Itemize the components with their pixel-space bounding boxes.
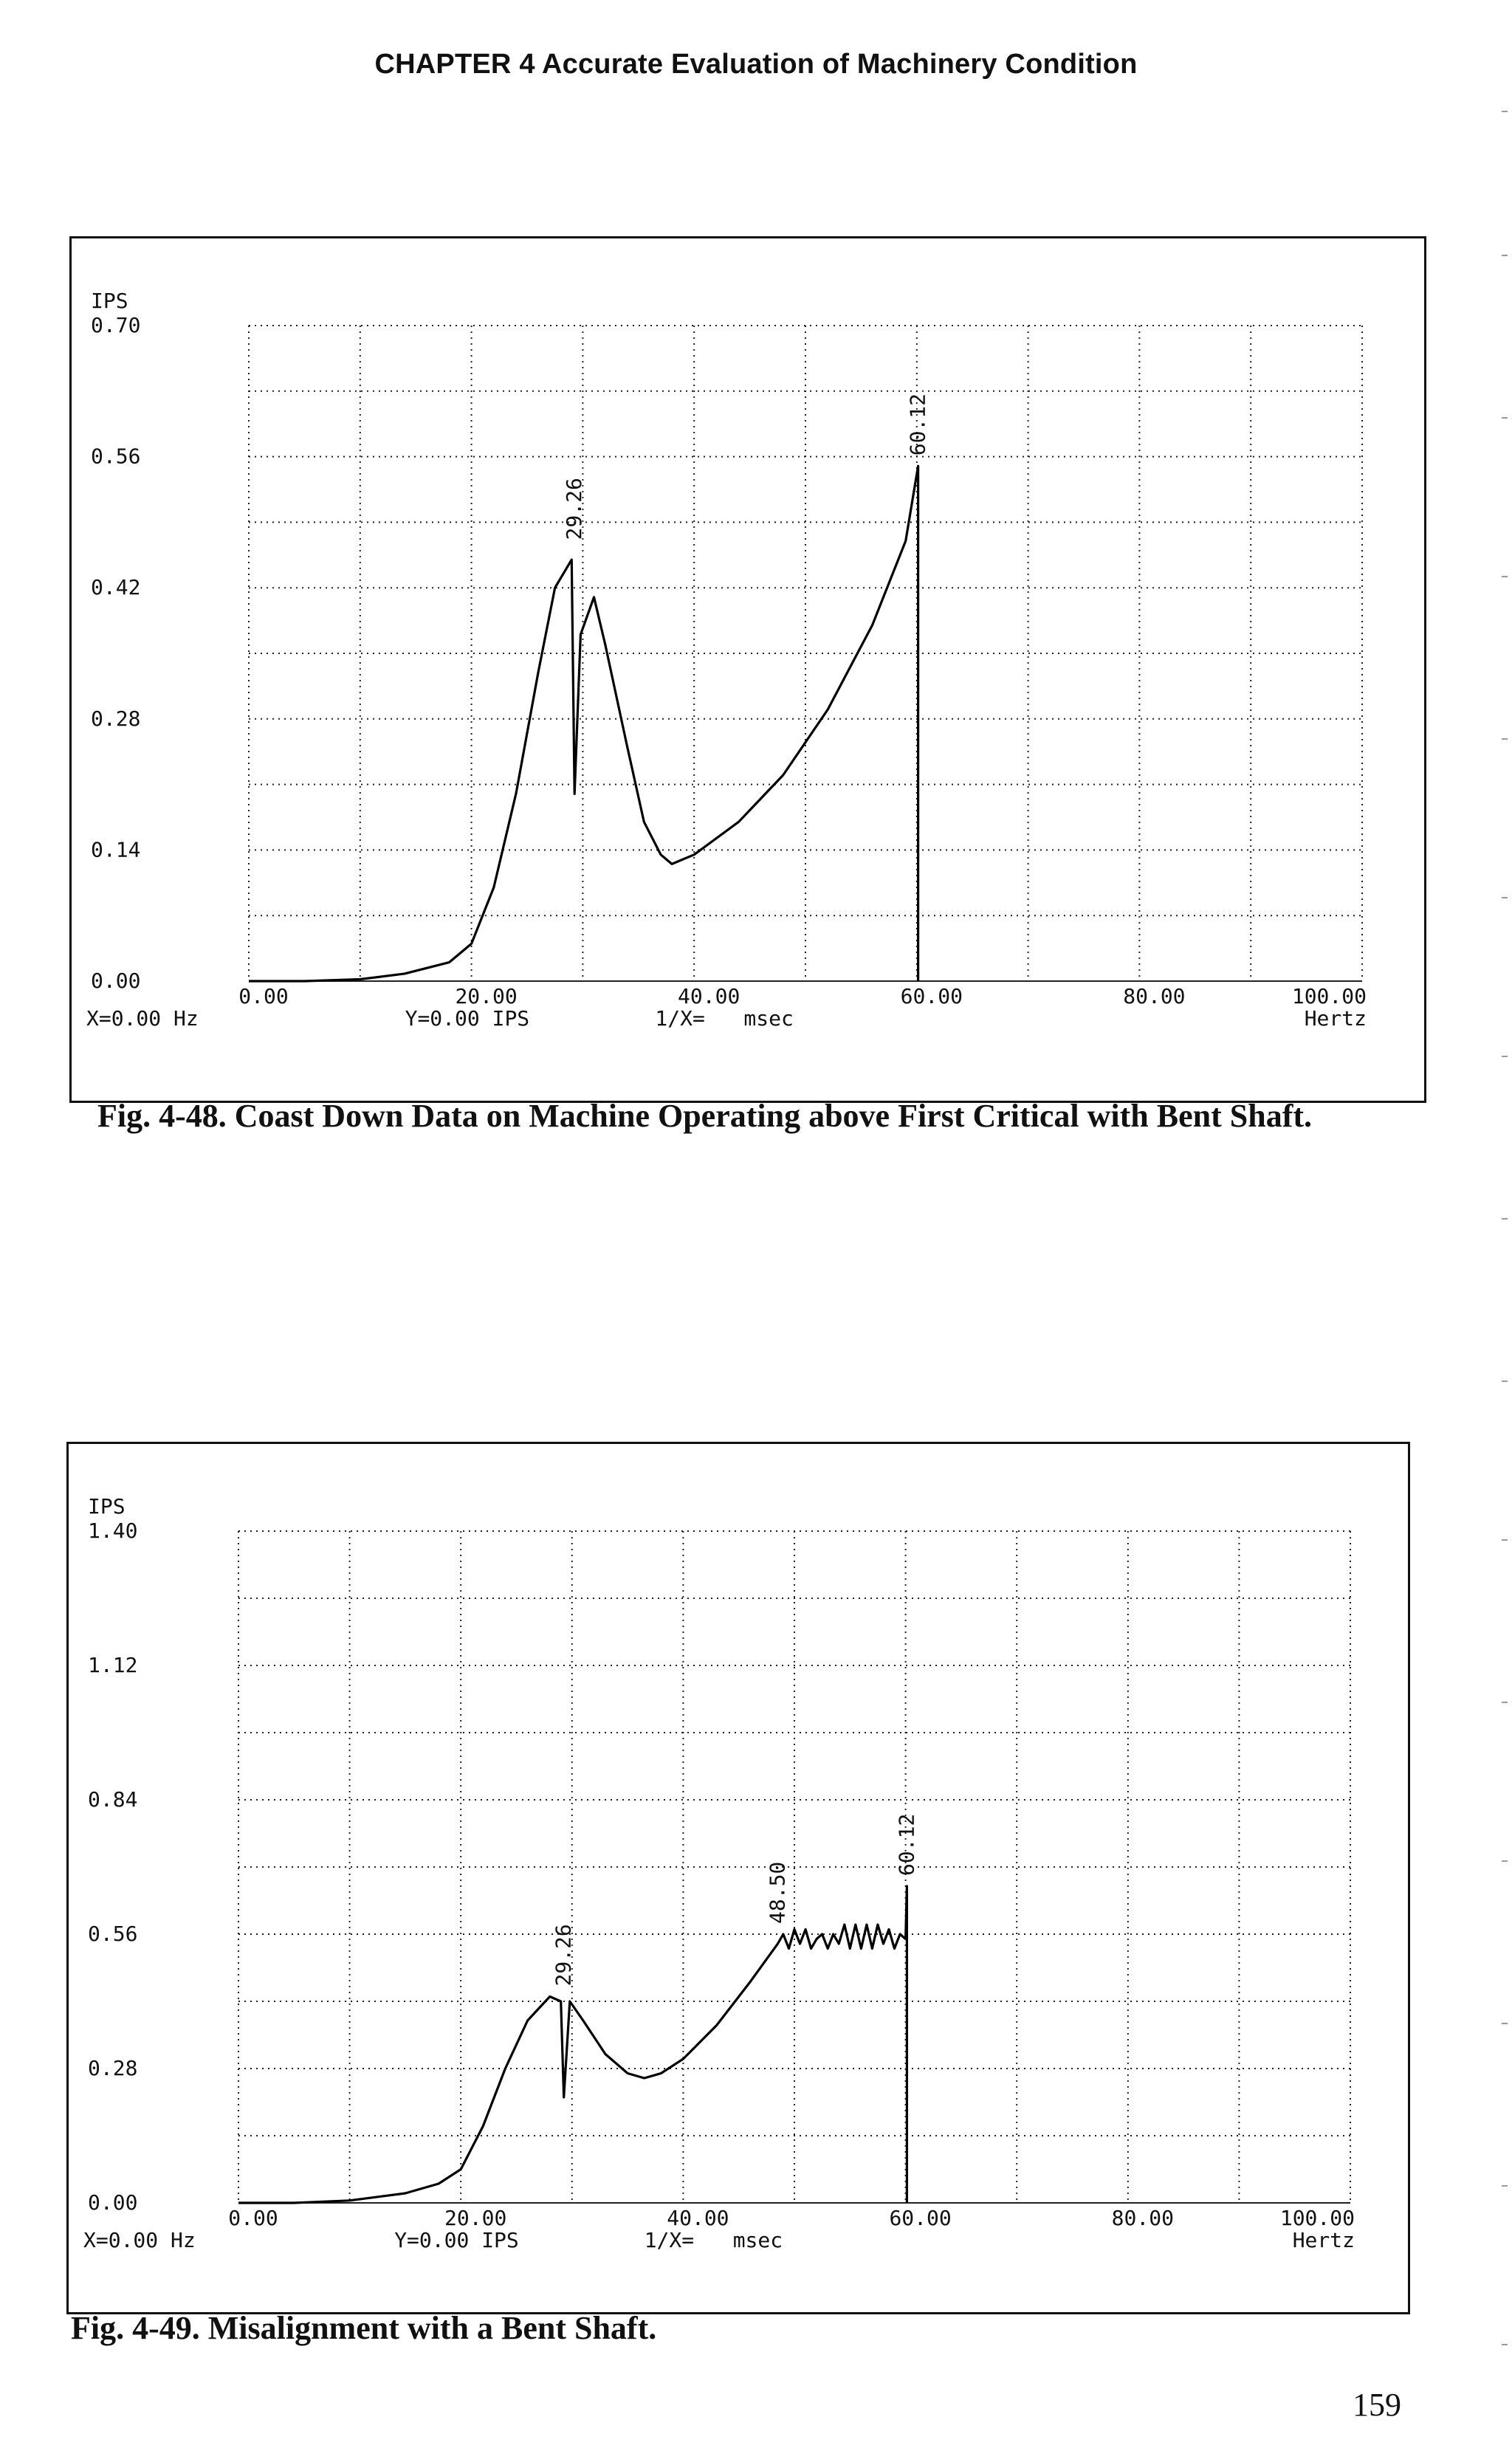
y-cursor-readout: Y=0.00 IPS bbox=[394, 2228, 519, 2252]
scan-mark bbox=[1502, 2344, 1508, 2345]
x-tick-label: 60.00 bbox=[889, 2206, 951, 2230]
y-axis-label: IPS bbox=[91, 289, 128, 313]
scan-mark bbox=[1502, 1860, 1508, 1862]
scan-mark bbox=[1502, 1218, 1508, 1220]
x-tick-label: 40.00 bbox=[667, 2206, 729, 2230]
inverse-x-unit: msec bbox=[743, 1006, 793, 1031]
inverse-x-readout: 1/X= bbox=[645, 2228, 694, 2252]
peak-marker-label: 60.12 bbox=[906, 393, 930, 455]
scan-mark bbox=[1502, 897, 1508, 898]
figure-4-48-caption: Fig. 4-48. Coast Down Data on Machine Op… bbox=[97, 1098, 1313, 1134]
y-tick-label: 1.12 bbox=[88, 1653, 137, 1677]
x-cursor-readout: X=0.00 Hz bbox=[83, 2228, 196, 2252]
y-tick-label: 0.28 bbox=[88, 2056, 137, 2080]
x-tick-label: 0.00 bbox=[238, 984, 288, 1008]
scan-mark bbox=[1502, 255, 1508, 256]
peak-marker-label: 29.26 bbox=[551, 1924, 576, 1986]
y-tick-label: 0.70 bbox=[91, 313, 140, 337]
scan-mark bbox=[1502, 1056, 1508, 1057]
scan-mark bbox=[1502, 111, 1508, 112]
y-cursor-readout: Y=0.00 IPS bbox=[405, 1006, 530, 1031]
x-tick-label: 20.00 bbox=[455, 984, 517, 1008]
spectrum-line bbox=[238, 1885, 909, 2204]
y-tick-label: 0.56 bbox=[91, 444, 140, 469]
scan-mark bbox=[1502, 1380, 1508, 1382]
scan-mark bbox=[1502, 2023, 1508, 2024]
y-tick-label: 0.56 bbox=[88, 1922, 137, 1946]
y-tick-label: 0.00 bbox=[88, 2190, 137, 2215]
x-tick-label: 100.00 bbox=[1292, 984, 1367, 1008]
y-tick-label: 1.40 bbox=[88, 1519, 137, 1543]
x-tick-label: 60.00 bbox=[901, 984, 963, 1008]
x-axis-label: Hertz bbox=[1293, 2228, 1355, 2252]
page-number: 159 bbox=[1353, 2387, 1401, 2423]
scan-mark bbox=[1502, 1702, 1508, 1703]
x-tick-label: 80.00 bbox=[1112, 2206, 1174, 2230]
x-tick-label: 100.00 bbox=[1280, 2206, 1355, 2230]
y-axis-label: IPS bbox=[88, 1494, 126, 1519]
figure-4-49-chart: IPS 0.00 0.28 0.56 0.84 1.12 1.40 0.00 20.00 40.0… bbox=[83, 1494, 1355, 2252]
x-tick-label: 20.00 bbox=[444, 2206, 506, 2230]
peak-marker-label: 29.26 bbox=[562, 478, 586, 540]
y-tick-label: 0.42 bbox=[91, 575, 140, 599]
scan-mark bbox=[1502, 1539, 1508, 1541]
figure-4-48-chart: IPS 0.00 0.14 0.28 0.42 0.56 0.70 0.00 20.00 40.0… bbox=[86, 289, 1367, 1031]
chapter-header: CHAPTER 4 Accurate Evaluation of Machine… bbox=[374, 49, 1138, 80]
spectrum-line bbox=[249, 464, 920, 983]
figure-4-49-caption: Fig. 4-49. Misalignment with a Bent Shaf… bbox=[71, 2310, 657, 2346]
scan-mark bbox=[1502, 738, 1508, 740]
y-tick-label: 0.84 bbox=[88, 1787, 137, 1812]
x-tick-label: 80.00 bbox=[1123, 984, 1185, 1008]
x-tick-label: 40.00 bbox=[678, 984, 740, 1008]
peak-marker-label: 60.12 bbox=[894, 1814, 918, 1876]
x-axis-label: Hertz bbox=[1305, 1006, 1367, 1031]
x-tick-label: 0.00 bbox=[228, 2206, 278, 2230]
scan-mark bbox=[1502, 417, 1508, 419]
scan-mark bbox=[1502, 576, 1508, 577]
y-tick-label: 0.14 bbox=[91, 837, 140, 862]
inverse-x-readout: 1/X= bbox=[655, 1006, 704, 1031]
scan-mark bbox=[1502, 2185, 1508, 2187]
figure-4-48-frame: IPS 0.00 0.14 0.28 0.42 0.56 0.70 0.00 20.00 40.0… bbox=[69, 236, 1426, 1103]
inverse-x-unit: msec bbox=[733, 2228, 783, 2252]
x-cursor-readout: X=0.00 Hz bbox=[86, 1006, 199, 1031]
figure-4-49-frame: IPS 0.00 0.28 0.56 0.84 1.12 1.40 0.00 20.00 40.0… bbox=[66, 1442, 1410, 2314]
y-tick-label: 0.28 bbox=[91, 706, 140, 731]
y-tick-label: 0.00 bbox=[91, 969, 140, 993]
peak-marker-label: 48.50 bbox=[765, 1862, 789, 1924]
